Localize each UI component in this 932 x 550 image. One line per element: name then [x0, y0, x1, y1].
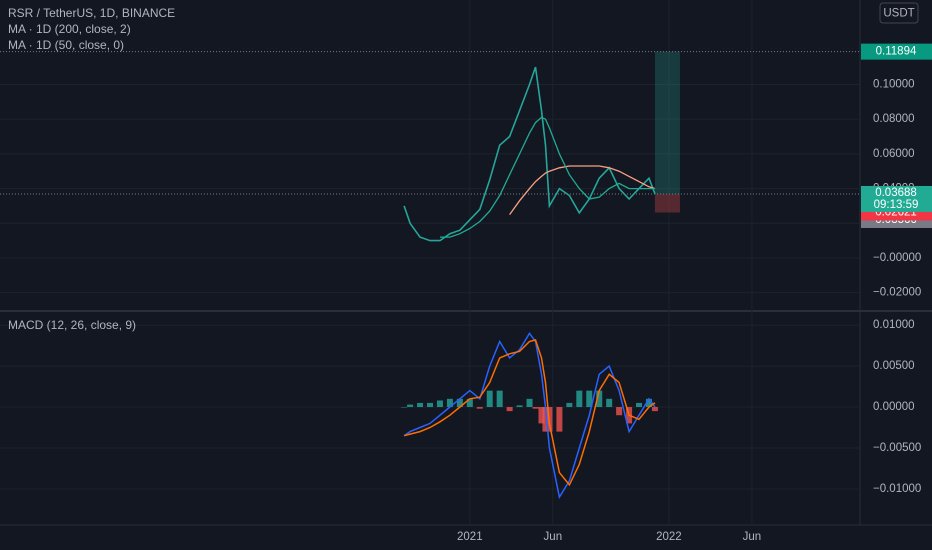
macd-title: MACD (12, 26, close, 9)	[8, 318, 136, 332]
histogram-bar	[532, 407, 539, 409]
y-tick-label: 0.00000	[873, 401, 915, 413]
target-label	[861, 43, 932, 60]
histogram-bar	[542, 407, 549, 432]
countdown-text: 09:13:59	[874, 199, 919, 211]
macd-line	[403, 338, 656, 487]
legend-entry: MA · 1D (200, close, 2)	[8, 22, 131, 36]
histogram-bar	[636, 402, 643, 408]
histogram-bar	[446, 398, 453, 408]
histogram-bar	[556, 407, 563, 432]
histogram-bar	[606, 398, 613, 408]
histogram-bar	[576, 390, 583, 408]
y-tick-label: −0.00500	[873, 442, 921, 454]
histogram-bar	[476, 407, 483, 409]
moving-average	[440, 116, 655, 238]
y-tick-label: 0.01000	[873, 319, 915, 331]
histogram-bar	[596, 390, 603, 408]
last-price-label	[861, 185, 932, 212]
histogram-bar	[566, 402, 573, 408]
plot: −0.02000−0.000000.020000.040000.060000.0…	[0, 0, 921, 525]
y-tick-label: 0.06000	[873, 148, 915, 160]
target-zone	[654, 51, 680, 194]
y-tick-label: −0.01000	[873, 483, 921, 495]
histogram-bar	[651, 407, 658, 412]
histogram-bar	[456, 398, 463, 408]
x-tick-label: Jun	[544, 531, 563, 543]
y-tick-label: −0.02000	[873, 287, 921, 299]
histogram-bar	[526, 398, 533, 408]
histogram-bar	[616, 407, 623, 416]
histogram-bar	[586, 390, 593, 408]
price-line-series	[403, 66, 656, 242]
target-label-text: 0.11894	[876, 46, 917, 58]
moving-average	[509, 165, 656, 215]
histogram-bar	[436, 400, 443, 408]
currency-label[interactable]: USDT	[883, 8, 914, 20]
legend-entry: MA · 1D (50, close, 0)	[8, 38, 124, 52]
histogram-bar	[506, 407, 513, 412]
y-tick-label: 0.08000	[873, 113, 915, 125]
histogram-bar	[538, 407, 545, 424]
histogram-bar	[466, 398, 473, 408]
stop-zone	[654, 193, 680, 213]
histogram-bar	[417, 402, 424, 408]
histogram-bar	[516, 405, 523, 408]
x-tick-label: Jun	[743, 531, 762, 543]
symbol-title: RSR / TetherUS, 1D, BINANCE	[8, 6, 175, 20]
y-tick-label: −0.00000	[873, 252, 921, 264]
histogram-bar	[401, 407, 408, 408]
currency-button[interactable]	[879, 2, 919, 24]
histogram-bar	[486, 390, 493, 408]
histogram-bar	[496, 390, 503, 408]
y-tick-label: 0.10000	[873, 79, 915, 91]
last-price-text: 0.03688	[875, 187, 917, 199]
x-tick-label: 2021	[457, 531, 483, 543]
y-tick-label: 0.00500	[873, 360, 915, 372]
histogram-bar	[427, 402, 433, 408]
histogram-bar	[645, 398, 652, 408]
histogram-bar	[407, 404, 414, 408]
x-tick-label: 2022	[656, 531, 682, 543]
